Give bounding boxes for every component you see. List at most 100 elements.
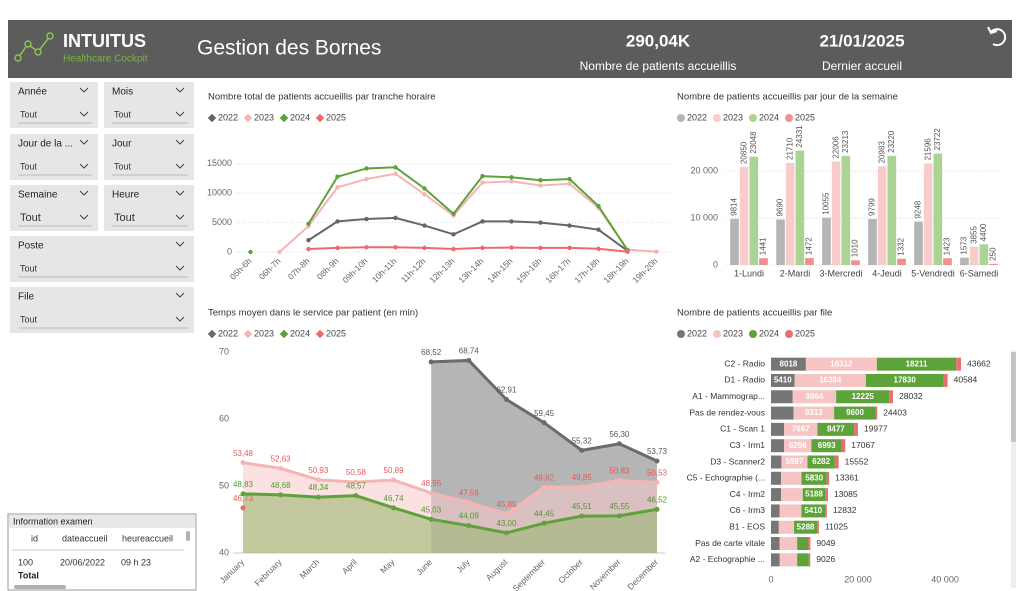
bar-segment xyxy=(794,520,818,534)
data-label: 53,48 xyxy=(233,449,254,458)
filter-value[interactable]: Tout xyxy=(114,161,132,171)
point xyxy=(306,221,311,226)
filter-slicer[interactable] xyxy=(10,134,98,180)
y-tick-label: C2 - Radio xyxy=(724,358,765,368)
bar-segment xyxy=(784,422,818,436)
chevron-icon xyxy=(175,190,185,196)
filter-slicer[interactable] xyxy=(10,185,98,231)
legend-label: 2023 xyxy=(723,112,743,122)
data-label: 56,30 xyxy=(609,430,630,439)
point xyxy=(596,203,601,209)
dropdown-icon[interactable] xyxy=(175,265,185,271)
total-label: 13085 xyxy=(834,489,858,499)
bar xyxy=(914,221,923,265)
data-label: 5830 xyxy=(805,473,823,482)
filter-slicer[interactable] xyxy=(10,287,194,333)
dropdown-icon[interactable] xyxy=(79,163,89,169)
data-label: 48,95 xyxy=(421,479,442,488)
scrollbar[interactable] xyxy=(1011,352,1016,442)
data-label: 46,74 xyxy=(384,494,405,503)
column-header: dateaccueil xyxy=(62,533,108,543)
y-tick-label: C4 - Irm2 xyxy=(730,489,766,499)
bar xyxy=(933,153,943,265)
point xyxy=(422,192,427,197)
data-label: 48,83 xyxy=(233,480,254,489)
filter-label: Jour xyxy=(112,139,132,150)
point xyxy=(335,245,340,251)
kpi-label: Nombre de patients accueillis xyxy=(580,59,737,73)
data-label: 45,55 xyxy=(609,502,630,511)
filter-value[interactable]: Tout xyxy=(20,161,38,171)
line xyxy=(242,461,658,516)
filter-slicer[interactable] xyxy=(104,185,194,231)
bar-segment xyxy=(834,455,839,469)
bar-segment xyxy=(793,406,835,420)
total-label: 43662 xyxy=(967,358,991,368)
scrollbar[interactable] xyxy=(186,531,190,541)
bar xyxy=(805,258,814,265)
filter-slicer[interactable] xyxy=(104,134,194,180)
data-label: 10055 xyxy=(822,192,831,215)
data-label: 48,34 xyxy=(308,483,329,492)
dropdown-icon[interactable] xyxy=(79,214,89,220)
point xyxy=(315,494,321,500)
bar xyxy=(831,161,841,265)
total-label: 9049 xyxy=(816,538,835,548)
table-title-bar xyxy=(9,515,195,528)
y-tick-label: 50 xyxy=(219,480,229,490)
bar xyxy=(960,257,969,265)
legend-label: 2022 xyxy=(687,328,707,338)
point xyxy=(596,246,601,251)
point xyxy=(541,420,547,426)
dropdown-icon[interactable] xyxy=(175,214,185,220)
dropdown-icon[interactable] xyxy=(175,316,185,322)
chart-title: Temps moyen dans le service par patient … xyxy=(208,308,418,319)
bar-segment xyxy=(807,537,811,551)
filter-value[interactable]: Tout xyxy=(20,263,38,273)
filter-slicer[interactable] xyxy=(104,82,194,128)
dropdown-icon[interactable] xyxy=(175,111,185,117)
chevron-icon xyxy=(175,241,185,247)
point xyxy=(278,492,284,498)
point xyxy=(567,245,572,251)
bar-segment xyxy=(771,471,782,485)
table-cell: 20/06/2022 xyxy=(60,557,105,567)
bar xyxy=(943,258,952,265)
filter-slicer[interactable] xyxy=(10,236,194,282)
page-title: Gestion des Bornes xyxy=(197,37,381,60)
data-label: 44,45 xyxy=(534,509,555,518)
scrollbar[interactable] xyxy=(14,585,66,589)
data-label: 47,56 xyxy=(459,488,480,497)
filter-slicer[interactable] xyxy=(10,82,98,128)
data-label: 250 xyxy=(989,247,998,261)
filter-value[interactable]: Tout xyxy=(20,109,38,119)
legend-label: 2025 xyxy=(795,328,815,338)
data-label: 1472 xyxy=(805,237,814,255)
back-button[interactable] xyxy=(987,26,1007,47)
bar-segment xyxy=(779,504,802,518)
filter-value[interactable]: Tout xyxy=(20,212,41,224)
bar-segment xyxy=(781,471,802,485)
bar-segment xyxy=(825,488,828,502)
dropdown-icon[interactable] xyxy=(175,163,185,169)
data-label: 5288 xyxy=(797,522,815,531)
chart-title: Nombre total de patients accueillis par … xyxy=(208,92,436,103)
data-label: 5410 xyxy=(774,376,792,385)
filter-label: Heure xyxy=(112,190,140,201)
data-label: 1573 xyxy=(960,236,969,254)
chevron-icon xyxy=(175,139,185,145)
point xyxy=(422,223,427,228)
filter-value[interactable]: Tout xyxy=(114,212,135,224)
data-label: 23722 xyxy=(933,128,942,151)
point xyxy=(335,174,340,179)
legend-marker xyxy=(279,113,289,123)
data-label: 16312 xyxy=(830,359,853,368)
data-label: 50,93 xyxy=(308,466,329,475)
filter-value[interactable]: Tout xyxy=(20,314,38,324)
kpi-value: 290,04K xyxy=(626,31,691,50)
filter-value[interactable]: Tout xyxy=(114,109,132,119)
dropdown-icon[interactable] xyxy=(79,111,89,117)
chevron-icon xyxy=(175,87,185,93)
point xyxy=(616,513,622,519)
